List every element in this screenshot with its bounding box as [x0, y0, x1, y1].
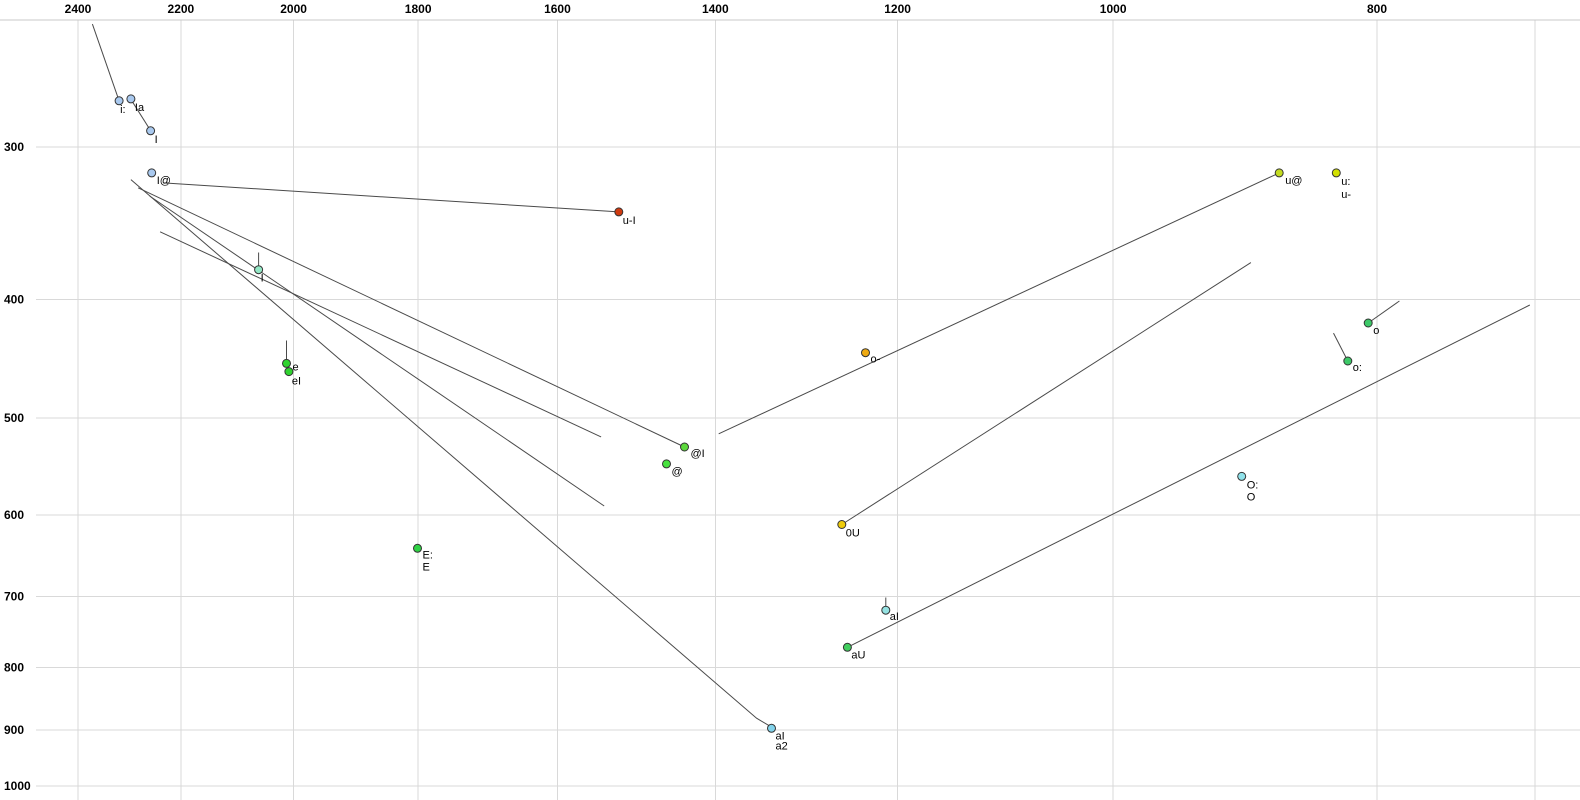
- x-tick-label: 2000: [280, 2, 307, 16]
- x-tick-label: 1000: [1100, 2, 1127, 16]
- y-tick-label: 800: [4, 661, 24, 675]
- vowel-label: e: [293, 361, 299, 373]
- trajectory-line: [149, 195, 605, 507]
- trajectory-line: [1367, 300, 1400, 324]
- trajectory-line: [132, 102, 151, 130]
- vowel-point: [1274, 168, 1284, 178]
- vowel-label: u-: [1341, 189, 1351, 201]
- vowel-label: O:: [1247, 479, 1259, 491]
- trajectory-line: [841, 262, 1252, 525]
- vowel-point: [767, 723, 776, 733]
- vowel-label: i:: [120, 104, 126, 116]
- y-tick-label: 700: [4, 590, 24, 604]
- vowel-label: @I: [691, 448, 705, 460]
- vowel-point: [146, 126, 156, 136]
- vowel-label: eI: [292, 376, 301, 388]
- vowel-point: [1363, 318, 1373, 328]
- x-tick-label: 1400: [702, 2, 729, 16]
- x-tick-label: 1800: [405, 2, 432, 16]
- vowel-label: u@: [1285, 175, 1302, 187]
- vowel-point: [147, 168, 157, 178]
- y-tick-label: 400: [4, 293, 24, 307]
- y-tick-label: 300: [4, 140, 24, 154]
- vowel-label: E: [423, 561, 430, 573]
- vowel-point: [680, 442, 689, 452]
- vowel-point: [1237, 471, 1247, 481]
- x-tick-label: 1200: [884, 2, 911, 16]
- vowel-point: [861, 348, 870, 358]
- vowel-label: u:: [1341, 176, 1350, 188]
- vowel-point: [837, 520, 847, 529]
- vowel-point: [662, 459, 671, 469]
- vowel-point: [114, 96, 124, 106]
- vowel-label: o-: [871, 354, 881, 366]
- vowel-label: I@: [157, 175, 171, 187]
- vowel-point: [881, 605, 891, 615]
- y-tick-label: 1000: [4, 779, 31, 793]
- trajectory-line: [847, 304, 1531, 648]
- trajectory-line: [130, 179, 772, 728]
- vowel-label: @: [672, 466, 683, 478]
- trajectory-line: [137, 187, 685, 448]
- vowel-point: [1331, 168, 1341, 178]
- vowel-point: [254, 265, 264, 275]
- vowel-label: o: [1373, 325, 1379, 337]
- vowel-point: [284, 367, 294, 377]
- vowel-label: I: [155, 134, 158, 146]
- vowel-label: a2: [776, 740, 788, 752]
- vowel-label: Ia: [135, 102, 145, 114]
- vowel-label: E:: [423, 549, 433, 561]
- vowel-label: aU: [851, 649, 865, 661]
- vowel-label: O: [1247, 491, 1256, 503]
- vowel-label: aI: [776, 730, 785, 742]
- trajectory-line: [1333, 332, 1349, 362]
- vowel-point: [842, 642, 852, 652]
- vowel-label: u-I: [623, 215, 636, 227]
- x-tick-label: 1600: [544, 2, 571, 16]
- vowel-point: [413, 543, 422, 553]
- vowel-label: 0U: [846, 528, 860, 540]
- vowel-point: [614, 207, 624, 217]
- vowel-label: I: [261, 273, 264, 285]
- trajectory-line: [163, 182, 619, 213]
- vowel-label: aI: [890, 611, 899, 623]
- vowel-point: [282, 358, 291, 368]
- x-tick-label: 800: [1367, 2, 1387, 16]
- vowel-label: o:: [1353, 362, 1362, 374]
- x-tick-label: 2200: [168, 2, 195, 16]
- vowel-point: [126, 94, 136, 104]
- y-tick-label: 500: [4, 411, 24, 425]
- x-tick-label: 2400: [65, 2, 92, 16]
- y-tick-label: 600: [4, 508, 24, 522]
- trajectory-line: [91, 23, 120, 101]
- trajectory-line: [718, 172, 1280, 435]
- vowel-point: [1343, 356, 1353, 366]
- y-tick-label: 900: [4, 723, 24, 737]
- trajectory-line: [159, 231, 602, 438]
